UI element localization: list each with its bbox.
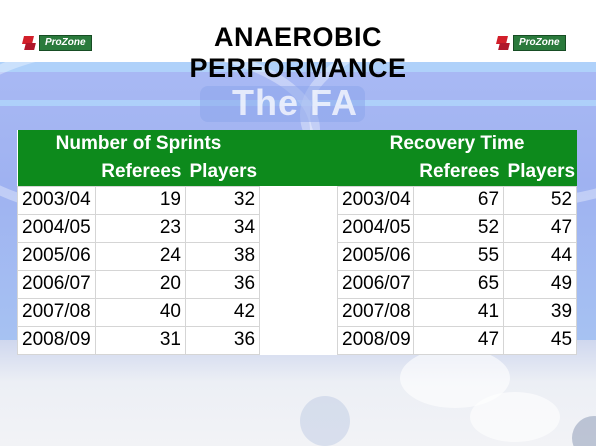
sprints-players-value: 36 (184, 325, 261, 355)
sprints-referees-value: 23 (95, 213, 186, 243)
table-row: 2004/05 23 34 2004/05 52 47 (17, 213, 578, 243)
table-row: 2006/07 20 36 2006/07 65 49 (17, 269, 578, 299)
recovery-referees-value: 55 (413, 241, 505, 271)
recovery-players-value: 49 (503, 269, 578, 299)
fa-logo-watermark (200, 86, 365, 122)
recovery-players-value: 44 (503, 241, 578, 271)
sprints-season: 2008/09 (17, 325, 96, 355)
recovery-col-referees: Referees (413, 158, 504, 186)
sprints-season: 2006/07 (17, 269, 96, 299)
football-watermark (300, 396, 350, 446)
recovery-season: 2006/07 (337, 269, 415, 299)
table-row: 2008/09 31 36 2008/09 47 45 (17, 325, 578, 355)
sprints-players-value: 38 (184, 241, 261, 271)
recovery-season: 2003/04 (337, 185, 415, 215)
table-row: 2007/08 40 42 2007/08 41 39 (17, 297, 578, 327)
page-title: ANAEROBIC PERFORMANCE (189, 22, 407, 83)
recovery-col-players: Players (503, 158, 577, 186)
header-blank (17, 158, 96, 186)
title-bar: ProZone ANAEROBIC PERFORMANCE ProZone (0, 22, 596, 83)
sprints-referees-value: 20 (95, 269, 186, 299)
table-group-header-row: Number of Sprints Recovery Time (17, 130, 577, 158)
recovery-players-value: 52 (503, 185, 578, 215)
sprints-season: 2007/08 (17, 297, 96, 327)
recovery-referees-value: 52 (413, 213, 505, 243)
prozone-logo-label: ProZone (39, 35, 92, 51)
recovery-players-value: 47 (503, 213, 578, 243)
recovery-season: 2005/06 (337, 241, 415, 271)
table-gap (259, 214, 339, 242)
sprints-season: 2003/04 (17, 185, 96, 215)
prozone-logo-icon: ProZone (22, 32, 92, 54)
header-gap (259, 130, 338, 158)
sprints-heading: Number of Sprints (17, 130, 260, 158)
recovery-referees-value: 65 (413, 269, 505, 299)
sprints-col-players: Players (185, 158, 260, 186)
performance-table: Number of Sprints Recovery Time Referees… (17, 130, 578, 355)
prozone-logo-label: ProZone (513, 35, 566, 51)
sprints-players-value: 34 (184, 213, 261, 243)
recovery-heading: Recovery Time (337, 130, 577, 158)
sprints-referees-value: 19 (95, 185, 186, 215)
table-row: 2005/06 24 38 2005/06 55 44 (17, 241, 578, 271)
prozone-flag-icon (496, 34, 512, 52)
header-gap (259, 158, 338, 186)
prozone-flag-icon (22, 34, 38, 52)
table-row: 2003/04 19 32 2003/04 67 52 (17, 185, 578, 215)
sprints-referees-value: 31 (95, 325, 186, 355)
table-column-header-row: Referees Players Referees Players (17, 158, 577, 186)
fa-watermark-text: The FA (232, 82, 359, 123)
recovery-season: 2007/08 (337, 297, 415, 327)
recovery-referees-value: 47 (413, 325, 505, 355)
prozone-logo-icon: ProZone (496, 32, 566, 54)
sprints-players-value: 36 (184, 269, 261, 299)
recovery-players-value: 45 (503, 325, 578, 355)
sprints-season: 2004/05 (17, 213, 96, 243)
table-gap (259, 242, 339, 270)
lion-crest-watermark (470, 392, 560, 442)
table-gap (259, 326, 339, 354)
sprints-players-value: 42 (184, 297, 261, 327)
recovery-season: 2008/09 (337, 325, 415, 355)
table-gap (259, 298, 339, 326)
recovery-players-value: 39 (503, 297, 578, 327)
sprints-referees-value: 40 (95, 297, 186, 327)
sprints-referees-value: 24 (95, 241, 186, 271)
sprints-season: 2005/06 (17, 241, 96, 271)
background-stripe (0, 62, 596, 72)
table-gap (259, 270, 339, 298)
sprints-players-value: 32 (184, 185, 261, 215)
sprints-col-referees: Referees (95, 158, 186, 186)
header-blank (337, 158, 414, 186)
table-gap (259, 186, 339, 214)
recovery-referees-value: 41 (413, 297, 505, 327)
recovery-season: 2004/05 (337, 213, 415, 243)
recovery-referees-value: 67 (413, 185, 505, 215)
